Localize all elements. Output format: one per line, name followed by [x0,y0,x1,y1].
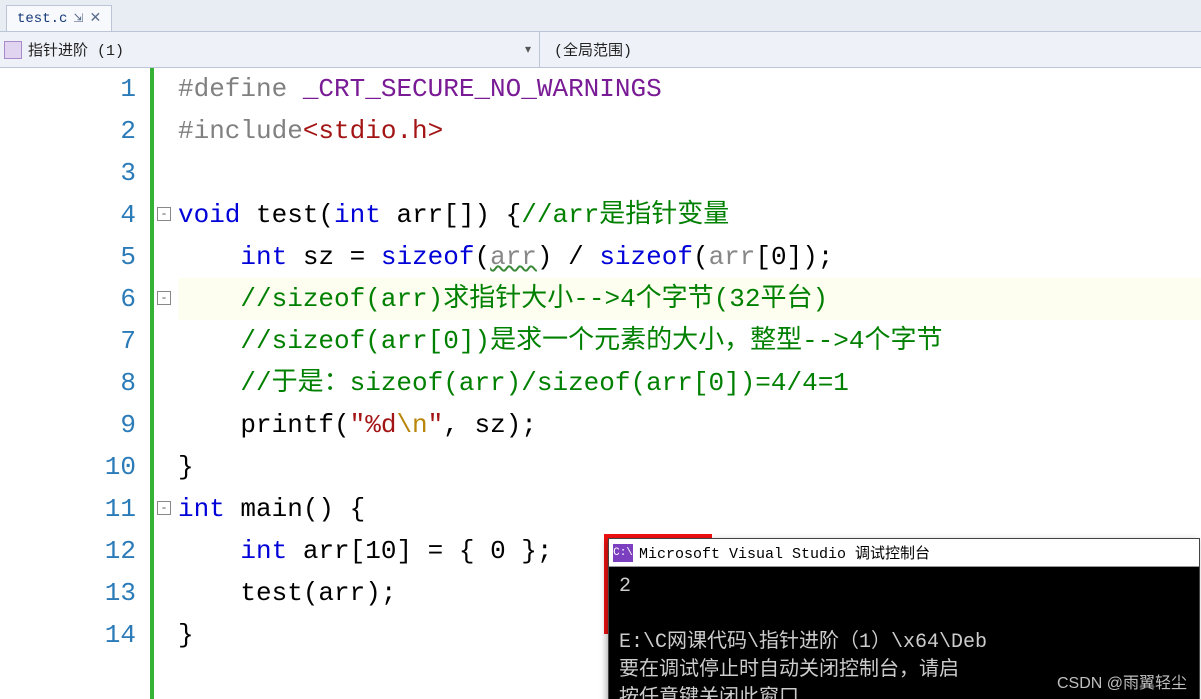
line-number: 14 [0,614,136,656]
fold-cell [154,110,174,152]
fold-cell [154,362,174,404]
fold-cell[interactable]: - [154,194,174,236]
tab-bar: test.c ⇲ ✕ [0,0,1201,32]
line-number: 4 [0,194,136,236]
console-msg2: 按任意键关闭此窗口. . . [619,687,859,699]
code-line[interactable]: //sizeof(arr[0])是求一个元素的大小，整型-->4个字节 [178,320,1201,362]
code-line[interactable]: printf("%d\n", sz); [178,404,1201,446]
fold-cell [154,320,174,362]
scope-left-label: 指针进阶 (1) [28,39,124,60]
line-number: 6 [0,278,136,320]
line-number: 5 [0,236,136,278]
console-titlebar[interactable]: C:\ Microsoft Visual Studio 调试控制台 [609,539,1199,567]
fold-cell [154,236,174,278]
code-line[interactable]: int sz = sizeof(arr) / sizeof(arr[0]); [178,236,1201,278]
fold-cell [154,530,174,572]
console-msg1: 要在调试停止时自动关闭控制台，请启 [619,659,959,682]
line-number: 10 [0,446,136,488]
fold-cell [154,446,174,488]
line-number: 12 [0,530,136,572]
line-number: 13 [0,572,136,614]
console-path: E:\C网课代码\指针进阶（1）\x64\Deb [619,631,987,654]
fold-toggle-icon[interactable]: - [157,291,171,305]
watermark: CSDN @雨翼轻尘 [1057,669,1187,693]
code-line[interactable]: int main() { [178,488,1201,530]
fold-cell [154,404,174,446]
pin-icon[interactable]: ⇲ [73,11,83,26]
fold-cell [154,68,174,110]
fold-cell [154,614,174,656]
close-icon[interactable]: ✕ [89,10,101,27]
line-number: 8 [0,362,136,404]
fold-cell[interactable]: - [154,488,174,530]
scope-icon [4,41,22,59]
console-icon: C:\ [613,544,633,562]
chevron-down-icon[interactable]: ▾ [525,42,531,57]
code-line[interactable]: void test(int arr[]) {//arr是指针变量 [178,194,1201,236]
line-number: 9 [0,404,136,446]
line-number: 11 [0,488,136,530]
line-number: 3 [0,152,136,194]
code-line[interactable]: //sizeof(arr)求指针大小-->4个字节(32平台) [178,278,1201,320]
fold-cell [154,572,174,614]
tab-filename: test.c [17,11,67,27]
code-line[interactable] [178,152,1201,194]
fold-toggle-icon[interactable]: - [157,207,171,221]
console-output: 2 [619,575,631,598]
scope-dropdown-right[interactable]: (全局范围) [540,32,632,67]
scope-dropdown-left[interactable]: 指针进阶 (1) ▾ [0,32,540,67]
code-line[interactable]: #include<stdio.h> [178,110,1201,152]
nav-bar: 指针进阶 (1) ▾ (全局范围) [0,32,1201,68]
fold-cell[interactable]: - [154,278,174,320]
line-number: 2 [0,110,136,152]
fold-cell [154,152,174,194]
line-number: 1 [0,68,136,110]
fold-column: - - - [154,68,174,699]
scope-right-label: (全局范围) [554,39,632,60]
code-line[interactable]: } [178,446,1201,488]
code-line[interactable]: #define _CRT_SECURE_NO_WARNINGS [178,68,1201,110]
code-line[interactable]: //于是：sizeof(arr)/sizeof(arr[0])=4/4=1 [178,362,1201,404]
fold-toggle-icon[interactable]: - [157,501,171,515]
line-number: 7 [0,320,136,362]
code-editor[interactable]: 1234567891011121314 - - - #define _CRT_S… [0,68,1201,699]
file-tab[interactable]: test.c ⇲ ✕ [6,5,112,31]
line-number-gutter: 1234567891011121314 [0,68,150,699]
console-title-text: Microsoft Visual Studio 调试控制台 [639,542,930,563]
